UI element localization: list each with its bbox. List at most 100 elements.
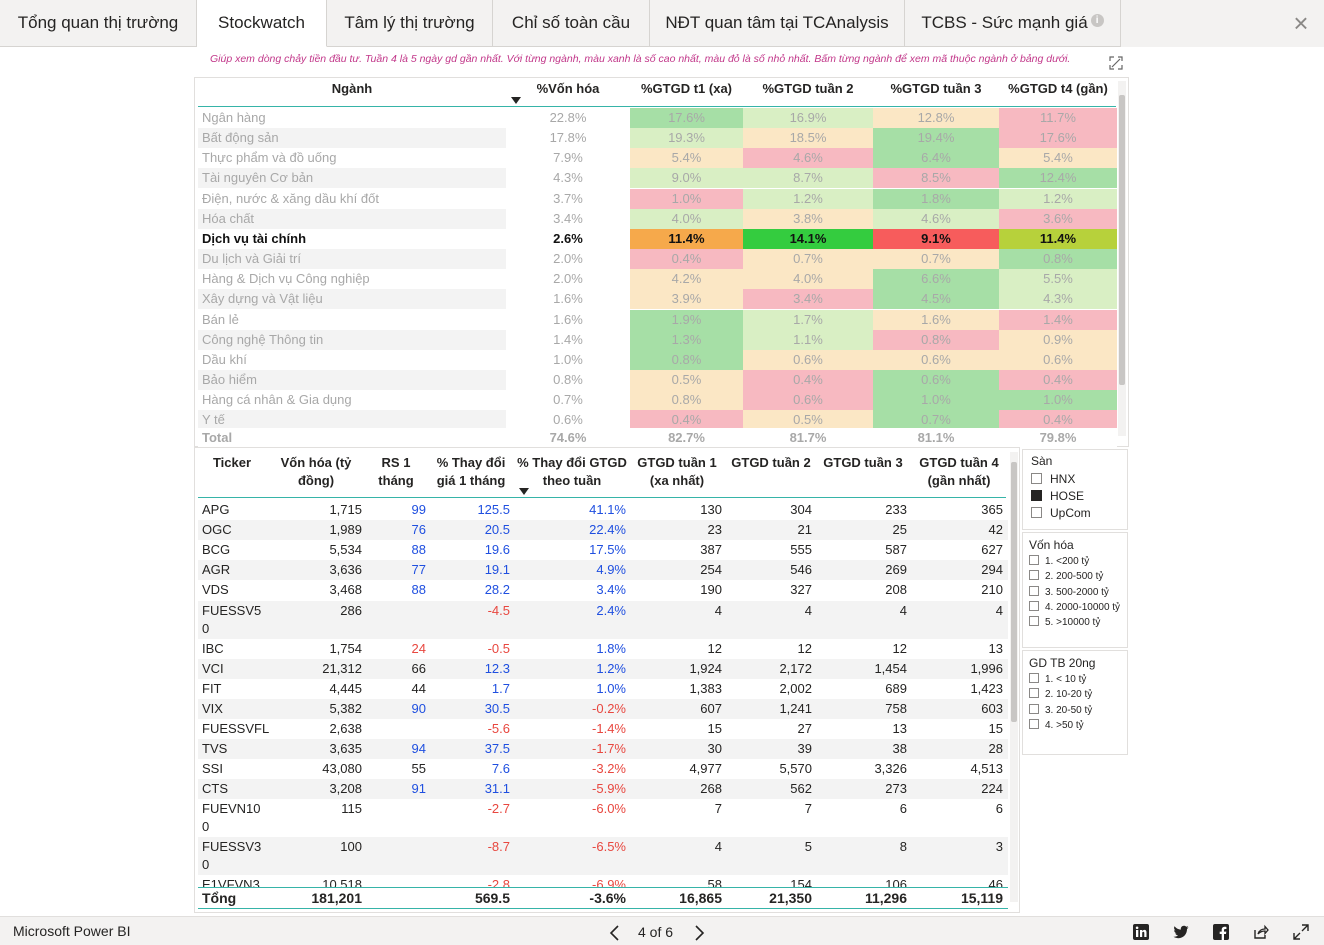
sector-row[interactable]: Du lịch và Giải trí 2.0% 0.4% 0.7% 0.7% 0.8%: [198, 249, 1117, 270]
ticker-row[interactable]: VDS 3,468 88 28.2 3.4% 190 327 208 210: [198, 580, 1008, 600]
column-header[interactable]: Ngành: [331, 81, 373, 96]
ticker-row[interactable]: FUESSV3 0 100 -8.7 -6.5% 4 5 8 3: [198, 837, 1008, 876]
sector-row[interactable]: Bất động sản 17.8% 19.3% 18.5% 19.4% 17.6%: [198, 128, 1117, 149]
ticker-row[interactable]: SSI 43,080 55 7.6 -3.2% 4,977 5,570 3,326 4,513: [198, 759, 1008, 779]
column-header[interactable]: GTGD tuần 2: [731, 455, 811, 470]
scrollbar-thumb[interactable]: [1011, 462, 1017, 722]
column-header[interactable]: Ticker: [212, 455, 252, 470]
column-header[interactable]: GTGD tuần 4 (gần nhất): [919, 455, 999, 488]
twitter-icon[interactable]: [1173, 924, 1189, 940]
sector-row[interactable]: Hàng & Dịch vụ Công nghiệp 2.0% 4.2% 4.0% 6.…: [198, 269, 1117, 290]
power-bi-brand[interactable]: Microsoft Power BI: [13, 923, 131, 939]
checkbox[interactable]: [1029, 718, 1039, 729]
ticker-row[interactable]: VCI 21,312 66 12.3 1.2% 1,924 2,172 1,454 1,996: [198, 658, 1008, 679]
column-header[interactable]: %GTGD t1 (xa): [640, 81, 732, 96]
sector-row[interactable]: Tài nguyên Cơ bản 4.3% 9.0% 8.7% 8.5% 12.4%: [198, 168, 1117, 189]
sector-row[interactable]: Ngân hàng 22.8% 17.6% 16.9% 12.8% 11.7%: [198, 108, 1117, 128]
column-header[interactable]: %Vốn hóa: [536, 81, 600, 96]
sector-row[interactable]: Xây dựng và Vật liệu 1.6% 3.9% 3.4% 4.5% 4.3%: [198, 289, 1117, 310]
column-header[interactable]: RS 1 tháng: [378, 455, 414, 488]
sector-row[interactable]: Bán lẻ 1.6% 1.9% 1.7% 1.6% 1.4%: [198, 309, 1117, 330]
checkbox[interactable]: [1031, 507, 1042, 518]
checkbox[interactable]: [1029, 616, 1039, 627]
slicer-item-volume[interactable]: 4. >50 tỷ: [1029, 718, 1084, 731]
facebook-icon[interactable]: [1213, 924, 1229, 940]
checkbox-checked[interactable]: [1031, 490, 1042, 501]
tab-tong-quan-thi-truong[interactable]: Tổng quan thị trường: [0, 0, 197, 47]
ticker-row[interactable]: CTS 3,208 91 31.1 -5.9% 268 562 273 224: [198, 779, 1008, 800]
sort-desc-icon[interactable]: [519, 488, 529, 495]
column-header[interactable]: %GTGD t4 (gần): [1008, 81, 1108, 96]
column-header[interactable]: %GTGD tuần 3: [890, 81, 982, 96]
fullscreen-icon[interactable]: [1293, 924, 1309, 940]
checkbox[interactable]: [1029, 570, 1039, 581]
sector-row[interactable]: Hóa chất 3.4% 4.0% 3.8% 4.6% 3.6%: [198, 208, 1117, 229]
column-header[interactable]: Vốn hóa (tỷ đồng): [280, 455, 352, 488]
ticker-row[interactable]: BCG 5,534 88 19.6 17.5% 387 555 587 627: [198, 540, 1008, 560]
slicer-item-volume[interactable]: 2. 10-20 tỷ: [1029, 688, 1092, 700]
sort-desc-icon[interactable]: [511, 97, 521, 104]
checkbox[interactable]: [1029, 600, 1039, 611]
ticker-row[interactable]: IBC 1,754 24 -0.5 1.8% 12 12 12 13: [198, 639, 1008, 659]
ticker-row[interactable]: FIT 4,445 44 1.7 1.0% 1,383 2,002 689 1,423: [198, 679, 1008, 699]
checkbox[interactable]: [1031, 473, 1042, 484]
slicer-item-hnx[interactable]: HNX: [1031, 472, 1075, 486]
checkbox[interactable]: [1029, 703, 1039, 714]
checkbox[interactable]: [1029, 673, 1039, 683]
share-icon[interactable]: [1253, 924, 1269, 940]
tab-stockwatch[interactable]: Stockwatch: [197, 0, 327, 47]
column-header[interactable]: %GTGD tuần 2: [762, 81, 854, 96]
close-icon[interactable]: ×: [1293, 8, 1309, 38]
market-cap-share: 17.8%: [506, 128, 630, 149]
checkbox[interactable]: [1029, 688, 1039, 699]
market-cap-share: 3.7%: [506, 188, 630, 209]
ticker-symbol: FIT: [202, 680, 222, 696]
sector-row[interactable]: Y tế 0.6% 0.4% 0.5% 0.7% 0.4%: [198, 410, 1117, 431]
column-header[interactable]: GTGD tuần 3: [823, 455, 903, 470]
ticker-row[interactable]: FUESSV5 0 286 -4.5 2.4% 4 4 4 4: [198, 600, 1008, 639]
column-header[interactable]: GTGD tuần 1 (xa nhất): [637, 455, 717, 488]
chevron-right-icon[interactable]: [690, 923, 708, 943]
tab-ndt-quan-tam[interactable]: NĐT quan tâm tại TCAnalysis: [650, 0, 905, 47]
checkbox[interactable]: [1029, 555, 1039, 565]
ticker-scrollbar[interactable]: [1010, 452, 1018, 902]
tab-tcbs-suc-manh-gia[interactable]: TCBS - Sức mạnh giá i: [905, 0, 1121, 47]
column-header[interactable]: % Thay đổi giá 1 tháng: [436, 455, 506, 488]
slicer-item-cap[interactable]: 3. 500-2000 tỷ: [1029, 585, 1109, 598]
slicer-item-volume[interactable]: 3. 20-50 tỷ: [1029, 703, 1092, 716]
tab-chi-so-toan-cau[interactable]: Chỉ số toàn cầu: [493, 0, 650, 47]
ticker-row[interactable]: OGC 1,989 76 20.5 22.4% 23 21 25 42: [198, 520, 1008, 541]
ticker-row[interactable]: FUESSVFL 2,638 -5.6 -1.4% 15 27 13 15: [198, 719, 1008, 739]
checkbox[interactable]: [1029, 585, 1039, 596]
sector-row[interactable]: Hàng cá nhân & Gia dụng 0.7% 0.8% 0.6% 1.0% 1…: [198, 390, 1117, 411]
ticker-row[interactable]: E1VFVN3 10,518 -2.8 -6.9% 58 154 106 46: [198, 875, 1008, 887]
slicer-item-cap[interactable]: 5. >10000 tỷ: [1029, 616, 1100, 628]
ticker-row[interactable]: AGR 3,636 77 19.1 4.9% 254 546 269 294: [198, 560, 1008, 581]
sector-scrollbar[interactable]: [1118, 81, 1126, 436]
chevron-left-icon[interactable]: [606, 923, 624, 943]
slicer-item-hose[interactable]: HOSE: [1031, 489, 1084, 503]
sector-row[interactable]: Bảo hiểm 0.8% 0.5% 0.4% 0.6% 0.4%: [198, 369, 1117, 390]
focus-mode-icon[interactable]: [1109, 56, 1123, 70]
slicer-item-upcom[interactable]: UpCom: [1031, 506, 1091, 520]
sector-row[interactable]: Điện, nước & xăng dầu khí đốt 3.7% 1.0% 1.2…: [198, 188, 1117, 209]
sector-row[interactable]: Dịch vụ tài chính 2.6% 11.4% 14.1% 9.1% 11.4%: [198, 228, 1117, 249]
market-cap: 21,312: [322, 660, 362, 676]
sector-row[interactable]: Dầu khí 1.0% 0.8% 0.6% 0.6% 0.6%: [198, 349, 1117, 370]
slicer-item-cap[interactable]: 1. <200 tỷ: [1029, 555, 1089, 567]
ticker-row[interactable]: FUEVN10 0 115 -2.7 -6.0% 7 7 6 6: [198, 799, 1008, 837]
sector-row[interactable]: Thực phẩm và đồ uống 7.9% 5.4% 4.6% 6.4% 5.4%: [198, 148, 1117, 169]
ticker-row[interactable]: VIX 5,382 90 30.5 -0.2% 607 1,241 758 603: [198, 698, 1008, 719]
column-header[interactable]: % Thay đổi GTGD theo tuần: [517, 455, 627, 488]
linkedin-icon[interactable]: [1133, 924, 1149, 940]
slicer-item-cap[interactable]: 2. 200-500 tỷ: [1029, 570, 1103, 582]
tab-tam-ly-thi-truong[interactable]: Tâm lý thị trường: [327, 0, 493, 47]
slicer-item-cap[interactable]: 4. 2000-10000 tỷ: [1029, 600, 1120, 613]
scrollbar-thumb[interactable]: [1119, 95, 1125, 385]
sector-row[interactable]: Công nghệ Thông tin 1.4% 1.3% 1.1% 0.8% 0.9%: [198, 329, 1117, 350]
ticker-row[interactable]: APG 1,715 99 125.5 41.1% 130 304 233 365: [198, 500, 1008, 520]
trading-value-share: 6.6%: [873, 269, 999, 290]
ticker-row[interactable]: TVS 3,635 94 37.5 -1.7% 30 39 38 28: [198, 739, 1008, 760]
weekly-trading-value: 15: [707, 720, 722, 736]
slicer-item-volume[interactable]: 1. < 10 tỷ: [1029, 673, 1086, 685]
